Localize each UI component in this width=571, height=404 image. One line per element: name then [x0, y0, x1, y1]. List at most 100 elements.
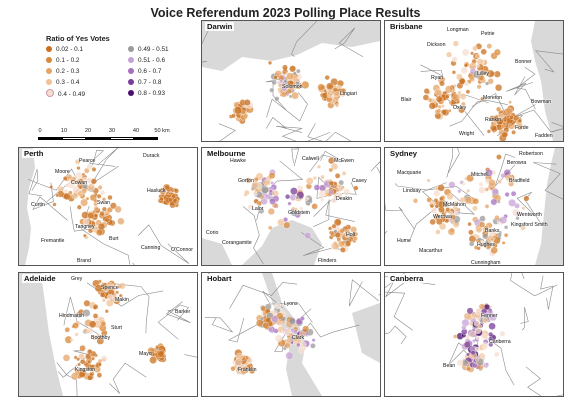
- polling-place-point: [517, 118, 522, 124]
- electorate-boundary: [165, 301, 191, 323]
- polling-place-point: [448, 181, 456, 189]
- scale-tick: 30: [108, 128, 116, 134]
- electorate-boundary: [157, 304, 190, 340]
- panel-title: Sydney: [388, 149, 420, 158]
- polling-place-point: [465, 89, 471, 94]
- place-label: Macarthur: [419, 248, 443, 254]
- polling-place-point: [483, 225, 489, 231]
- polling-place-point: [110, 202, 117, 210]
- polling-place-point: [243, 99, 251, 106]
- legend-item: 0.2 - 0.3: [46, 67, 79, 76]
- water-area: [202, 21, 380, 71]
- polling-place-point: [444, 94, 450, 100]
- electorate-boundary: [266, 92, 308, 122]
- map-panel-canberra[interactable]: Canberra Fenner Canberra Bean: [384, 272, 564, 397]
- polling-place-point: [301, 80, 310, 89]
- electorate-boundary: [276, 126, 330, 141]
- place-label: Hughes: [477, 242, 495, 248]
- place-label: Franklin: [238, 367, 257, 373]
- polling-place-point: [466, 307, 474, 315]
- map-panel-melbourne[interactable]: Melbourne Hawke Calwell McEwen Casey Gor…: [201, 147, 381, 266]
- place-label: Moore: [55, 169, 70, 175]
- polling-place-point: [504, 225, 509, 230]
- polling-place-point: [429, 218, 436, 226]
- polling-place-point: [106, 293, 114, 301]
- panel-title: Adelaide: [22, 274, 58, 283]
- polling-place-point: [97, 362, 102, 367]
- polling-place-point: [512, 208, 520, 217]
- map-panel-hobart[interactable]: Hobart Lyons Clark Franklin: [201, 272, 381, 397]
- polling-place-point: [328, 167, 333, 173]
- polling-place-point: [472, 198, 479, 205]
- polling-place-point: [271, 315, 279, 323]
- polling-place-point: [468, 229, 474, 236]
- polling-place-point: [446, 51, 452, 58]
- polling-place-point: [508, 199, 516, 207]
- polling-place-point: [509, 115, 514, 120]
- polling-place-point: [457, 90, 462, 95]
- map-panel-darwin[interactable]: Darwin Solomon Lingiari: [201, 20, 381, 142]
- polling-place-point: [485, 242, 492, 249]
- polling-place-point: [472, 45, 478, 52]
- polling-place-point: [475, 310, 482, 316]
- polling-place-point: [511, 130, 516, 135]
- place-label: Canberra: [489, 339, 511, 345]
- place-label: Kingsford Smith: [511, 222, 548, 228]
- legend-item: 0.3 - 0.4: [46, 78, 79, 87]
- polling-place-point: [172, 198, 178, 204]
- water-area: [19, 273, 63, 396]
- polling-place-point: [82, 309, 91, 317]
- map-panel-adelaide[interactable]: Adelaide Grey Spence Makin Hindmarsh Bar…: [18, 272, 198, 397]
- polling-place-point: [470, 350, 476, 356]
- polling-place-point: [274, 302, 281, 310]
- polling-place-point: [423, 88, 430, 95]
- electorate-boundary: [63, 296, 105, 339]
- polling-place-point: [428, 102, 436, 110]
- electorate-boundary: [313, 199, 355, 227]
- polling-place-point: [344, 229, 350, 235]
- polling-place-point: [499, 216, 508, 224]
- polling-place-point: [286, 88, 292, 94]
- polling-place-point: [80, 359, 86, 365]
- electorate-boundary: [307, 123, 352, 141]
- polling-place-point: [326, 82, 334, 90]
- polling-place-point: [341, 171, 347, 176]
- polling-place-point: [262, 322, 269, 329]
- place-label: Oxley: [453, 105, 467, 111]
- polling-place-point: [429, 203, 435, 209]
- polling-place-point: [445, 85, 453, 94]
- polling-place-point: [334, 173, 341, 179]
- polling-place-point: [311, 338, 316, 342]
- place-label: Corangamite: [222, 240, 252, 246]
- polling-place-point: [480, 96, 485, 102]
- polling-place-point: [480, 354, 486, 360]
- map-panel-sydney[interactable]: Sydney Robertson Macquarie Berowra Mitch…: [384, 147, 564, 266]
- polling-place-point: [422, 94, 430, 101]
- polling-place-point: [274, 96, 280, 102]
- polling-place-point: [453, 334, 458, 339]
- polling-place-point: [288, 317, 296, 325]
- map-panel-brisbane[interactable]: Brisbane Longman Petrie Dickson Bonner R…: [384, 20, 564, 142]
- polling-place-point: [328, 226, 333, 231]
- polling-place-point: [77, 362, 81, 367]
- place-label: Lindsay: [403, 188, 421, 194]
- polling-place-point: [478, 303, 485, 310]
- legend-item: 0.1 - 0.2: [46, 56, 79, 65]
- polling-place-point: [284, 342, 291, 349]
- polling-place-point: [473, 70, 481, 79]
- polling-place-point: [78, 178, 84, 184]
- polling-place-point: [344, 240, 352, 247]
- polling-place-point: [448, 211, 454, 216]
- place-label: Wright: [459, 131, 474, 137]
- polling-place-point: [475, 54, 480, 59]
- place-label: Longman: [447, 27, 469, 33]
- place-label: Werriwa: [433, 214, 452, 220]
- place-label: Robertson: [519, 151, 543, 157]
- place-label: Banks: [485, 228, 500, 234]
- electorate-boundary: [533, 162, 563, 200]
- map-panel-perth[interactable]: Perth Pearce Durack Moore Cowan Hasluck …: [18, 147, 198, 266]
- polling-place-point: [81, 188, 87, 194]
- polling-place-point: [500, 124, 506, 129]
- electorate-boundary: [505, 76, 533, 96]
- polling-place-point: [494, 351, 500, 358]
